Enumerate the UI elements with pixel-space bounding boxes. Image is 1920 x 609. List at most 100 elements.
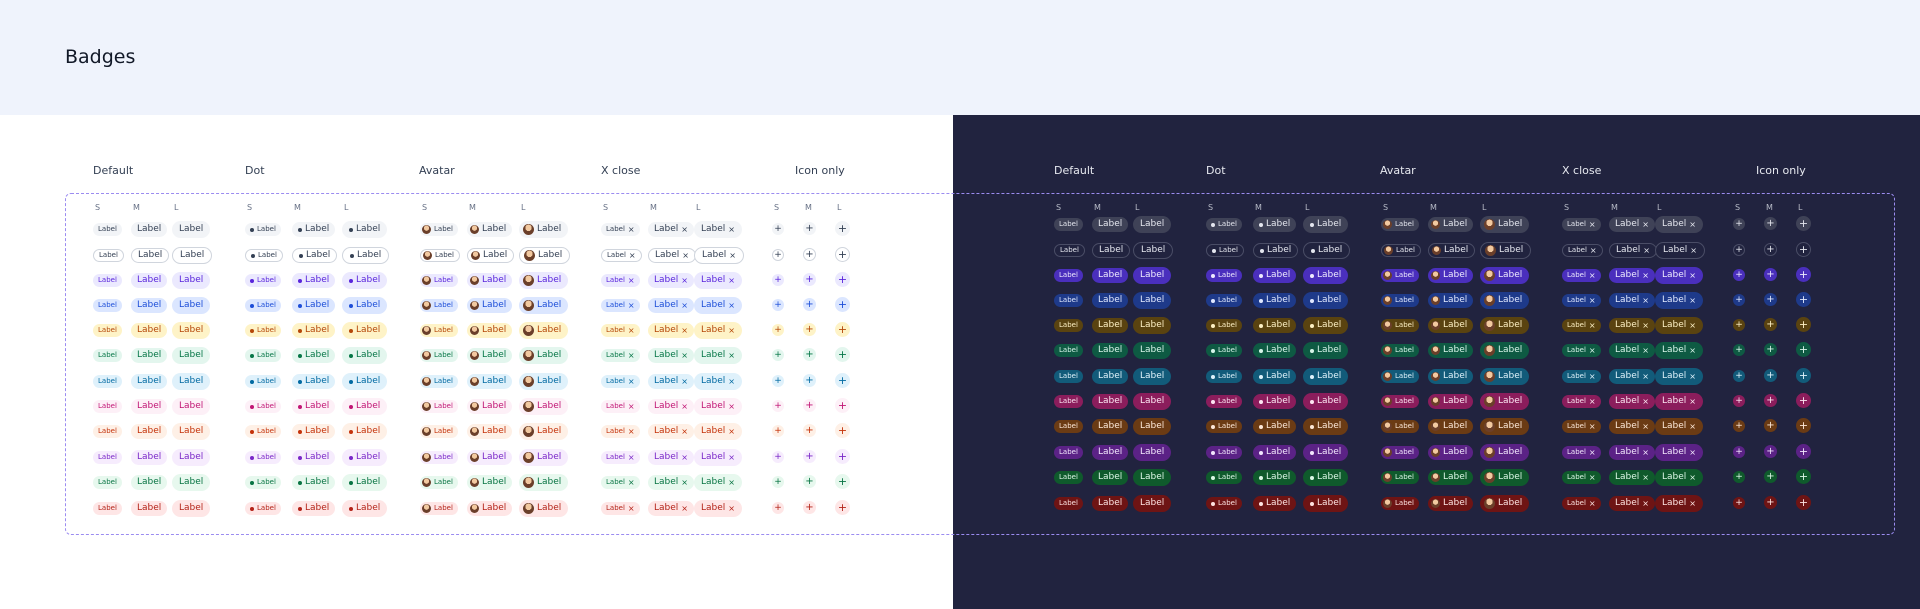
group-title-icon-only: Icon only [1756, 164, 1806, 177]
close-icon[interactable]: × [1642, 295, 1649, 305]
close-icon[interactable]: × [1689, 320, 1696, 330]
badge-x-close-success-l: Label × [1655, 342, 1703, 359]
close-icon[interactable]: × [1689, 270, 1696, 280]
size-header-s: S [422, 203, 428, 212]
close-icon[interactable]: × [681, 401, 688, 411]
close-icon[interactable]: × [1689, 295, 1696, 305]
close-icon[interactable]: × [728, 325, 735, 335]
close-icon[interactable]: × [627, 401, 635, 411]
close-icon[interactable]: × [1588, 219, 1596, 229]
close-icon[interactable]: × [1589, 245, 1597, 255]
badge-label: Label [179, 350, 204, 360]
close-icon[interactable]: × [1588, 295, 1596, 305]
badge-label: Label [1498, 396, 1523, 406]
close-icon[interactable]: × [1689, 219, 1696, 229]
badge-dot-blue-l: Label [342, 297, 388, 314]
close-icon[interactable]: × [1642, 219, 1649, 229]
close-icon[interactable]: × [729, 250, 736, 260]
badge-label: Label [1443, 472, 1468, 482]
close-icon[interactable]: × [1689, 472, 1696, 482]
close-icon[interactable]: × [628, 250, 636, 260]
close-icon[interactable]: × [1689, 421, 1696, 431]
close-icon[interactable]: × [681, 376, 688, 386]
badge-label: Label [98, 427, 117, 435]
status-dot-icon [1211, 501, 1215, 506]
status-dot-icon [1211, 399, 1215, 404]
size-header-s: S [1383, 203, 1389, 212]
close-icon[interactable]: × [728, 350, 735, 360]
close-icon[interactable]: × [1642, 447, 1649, 457]
badge-label: Label [482, 275, 507, 285]
close-icon[interactable]: × [1588, 421, 1596, 431]
badge-label: Label [434, 377, 453, 385]
close-icon[interactable]: × [1643, 245, 1650, 255]
close-icon[interactable]: × [681, 452, 688, 462]
close-icon[interactable]: × [1689, 371, 1696, 381]
close-icon[interactable]: × [681, 503, 688, 513]
close-icon[interactable]: × [1642, 498, 1649, 508]
close-icon[interactable]: × [627, 376, 635, 386]
badge-default-warning-m: Label [1092, 318, 1129, 333]
close-icon[interactable]: × [728, 477, 735, 487]
close-icon[interactable]: × [627, 452, 635, 462]
badge-x-close-brand-s: Label × [1562, 269, 1601, 282]
close-icon[interactable]: × [681, 477, 688, 487]
close-icon[interactable]: × [728, 224, 735, 234]
badge-avatar-orange-l: Label [519, 423, 569, 440]
close-icon[interactable]: × [1689, 498, 1696, 508]
close-icon[interactable]: × [1689, 396, 1696, 406]
close-icon[interactable]: × [1642, 320, 1649, 330]
close-icon[interactable]: × [728, 275, 735, 285]
badge-avatar-orange-s: Label [420, 425, 458, 438]
close-icon[interactable]: × [627, 503, 635, 513]
close-icon[interactable]: × [1588, 345, 1596, 355]
close-icon[interactable]: × [682, 250, 689, 260]
close-icon[interactable]: × [681, 325, 688, 335]
close-icon[interactable]: × [1588, 472, 1596, 482]
close-icon[interactable]: × [1642, 472, 1649, 482]
close-icon[interactable]: × [1642, 371, 1649, 381]
close-icon[interactable]: × [627, 325, 635, 335]
badge-label: Label [257, 276, 276, 284]
close-icon[interactable]: × [728, 503, 735, 513]
close-icon[interactable]: × [627, 224, 635, 234]
close-icon[interactable]: × [627, 426, 635, 436]
close-icon[interactable]: × [1642, 396, 1649, 406]
close-icon[interactable]: × [627, 275, 635, 285]
close-icon[interactable]: × [1588, 371, 1596, 381]
close-icon[interactable]: × [728, 452, 735, 462]
close-icon[interactable]: × [1689, 447, 1696, 457]
badge-icon-only-gray-s: + [772, 223, 784, 235]
close-icon[interactable]: × [728, 426, 735, 436]
close-icon[interactable]: × [627, 477, 635, 487]
close-icon[interactable]: × [728, 376, 735, 386]
close-icon[interactable]: × [1588, 498, 1596, 508]
close-icon[interactable]: × [728, 300, 735, 310]
close-icon[interactable]: × [1588, 396, 1596, 406]
close-icon[interactable]: × [1642, 270, 1649, 280]
badge-label: Label [1059, 372, 1078, 380]
close-icon[interactable]: × [728, 401, 735, 411]
close-icon[interactable]: × [1588, 270, 1596, 280]
badge-dot-purple-s: Label [245, 451, 281, 464]
close-icon[interactable]: × [1642, 345, 1649, 355]
close-icon[interactable]: × [681, 426, 688, 436]
close-icon[interactable]: × [681, 224, 688, 234]
close-icon[interactable]: × [681, 300, 688, 310]
badge-label: Label [655, 250, 680, 260]
close-icon[interactable]: × [1689, 345, 1696, 355]
badge-default-purple-s: Label [93, 451, 122, 464]
close-icon[interactable]: × [681, 350, 688, 360]
close-icon[interactable]: × [1588, 320, 1596, 330]
close-icon[interactable]: × [681, 275, 688, 285]
close-icon[interactable]: × [1588, 447, 1596, 457]
close-icon[interactable]: × [627, 350, 635, 360]
close-icon[interactable]: × [1642, 421, 1649, 431]
avatar [470, 427, 479, 436]
close-icon[interactable]: × [627, 300, 635, 310]
close-icon[interactable]: × [1690, 245, 1697, 255]
badge-label: Label [606, 225, 625, 233]
badge-label: Label [1317, 396, 1342, 406]
badge-default-success-s: Label [93, 349, 122, 362]
badge-avatar-red-l: Label [1480, 495, 1530, 512]
